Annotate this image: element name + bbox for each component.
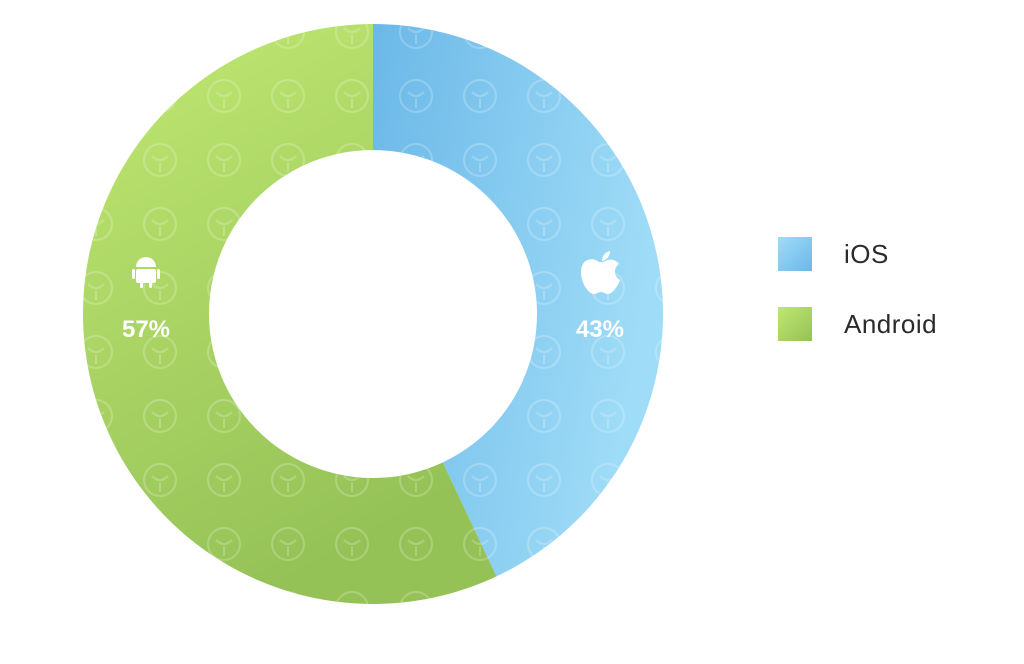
- legend-swatch-ios: [778, 237, 812, 271]
- value-label-android: 57%: [122, 316, 170, 343]
- apple-icon: [581, 251, 620, 294]
- legend: iOS Android: [778, 236, 937, 376]
- legend-swatch-android: [778, 307, 812, 341]
- legend-label-android: Android: [844, 308, 938, 339]
- legend-item-android[interactable]: Android: [778, 306, 937, 342]
- android-icon: [132, 257, 160, 288]
- slice-pattern-android: [83, 23, 497, 604]
- slice-pattern-ios: [373, 24, 663, 577]
- legend-item-ios[interactable]: iOS: [778, 236, 937, 272]
- value-label-ios: 43%: [576, 316, 624, 343]
- legend-label-ios: iOS: [844, 238, 889, 269]
